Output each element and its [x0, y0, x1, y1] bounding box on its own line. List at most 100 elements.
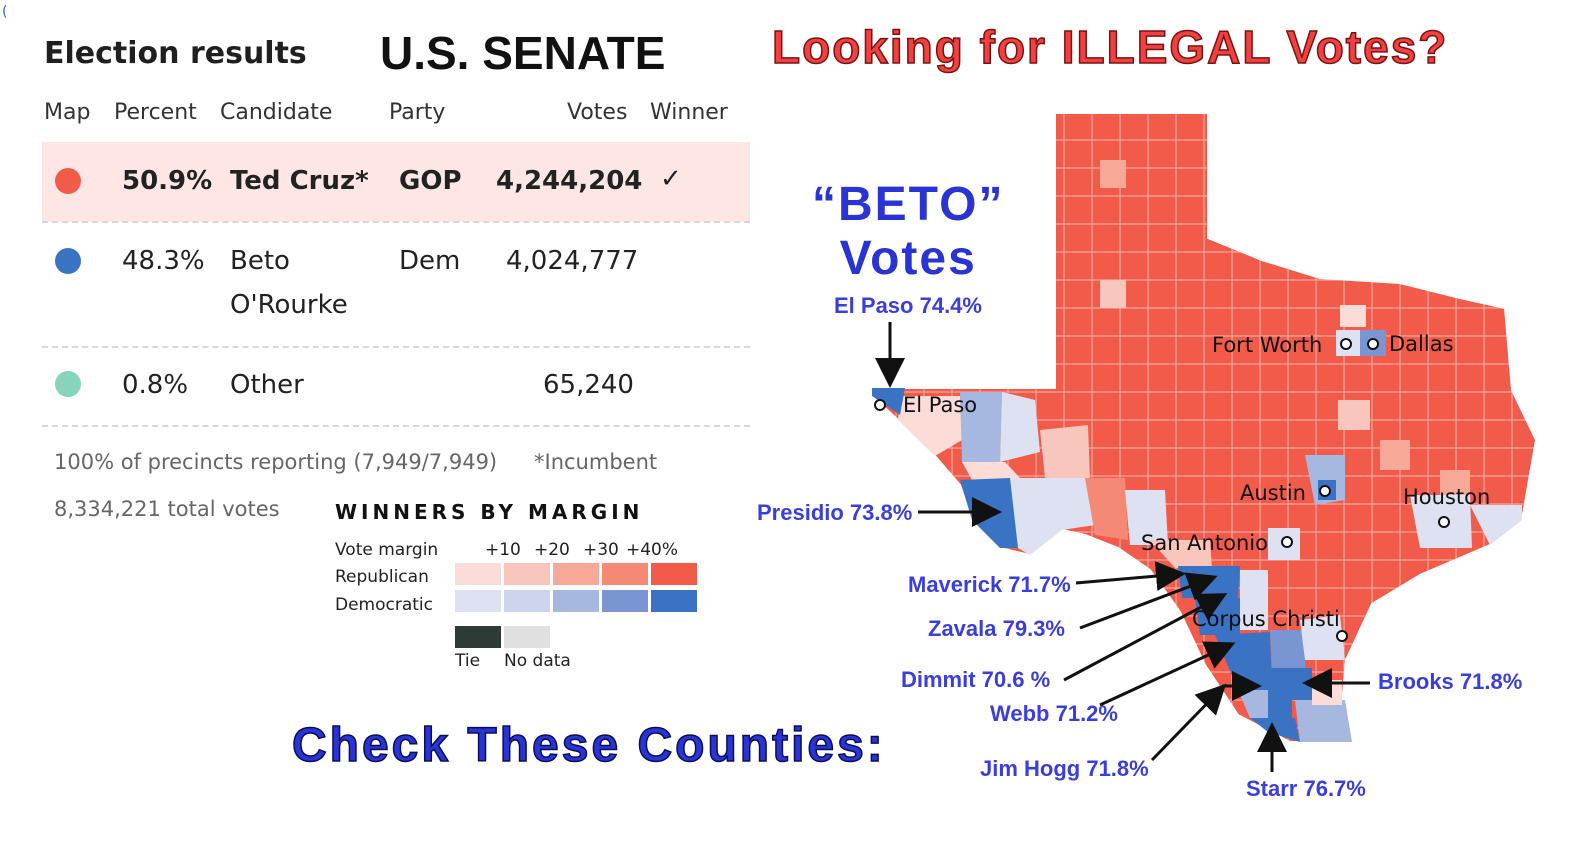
- candidate-color-dot: [55, 248, 81, 274]
- legend-swatch: [455, 590, 501, 612]
- legend-tick: +40%: [626, 540, 679, 560]
- votes-cell: 4,244,204: [496, 166, 643, 196]
- beto-title-line1: “BETO”: [812, 178, 1005, 231]
- legend-swatch: [602, 563, 648, 585]
- legend-swatch: [651, 590, 697, 612]
- callout-zavala: Zavala 79.3%: [928, 616, 1065, 641]
- county-light-rep: [1338, 400, 1370, 430]
- texas-outline: [871, 112, 1538, 743]
- city-label-austin: Austin: [1240, 481, 1306, 505]
- callout-presidio: Presidio 73.8%: [757, 500, 912, 525]
- county-maverick: [1178, 566, 1240, 598]
- percent-cell: 50.9%: [122, 166, 213, 196]
- county-light-dem: [1000, 392, 1040, 462]
- total-votes: 8,334,221 total votes: [54, 497, 280, 521]
- percent-cell: 48.3%: [122, 246, 205, 276]
- city-labels: El Paso Fort Worth Dallas Austin Houston…: [903, 332, 1490, 631]
- legend-nodata-label: No data: [504, 651, 571, 671]
- legend-swatch: [651, 563, 697, 585]
- county-dem: [1270, 630, 1305, 668]
- row-divider: [42, 425, 750, 427]
- headline: Looking for ILLEGAL Votes?: [771, 20, 1449, 74]
- county-hudspeth: [960, 392, 1002, 462]
- county-callouts: El Paso 74.4% Presidio 73.8% Maverick 71…: [757, 293, 1522, 801]
- callout-brooks: Brooks 71.8%: [1378, 669, 1522, 694]
- header-winner: Winner: [650, 100, 728, 125]
- candidate-cell: Beto: [230, 246, 290, 276]
- county-light-rep: [1380, 440, 1410, 470]
- legend-swatch: [504, 563, 550, 585]
- city-marker: [1319, 485, 1331, 497]
- header-party: Party: [389, 100, 446, 125]
- precincts-reporting: 100% of precincts reporting (7,949/7,949…: [54, 450, 498, 474]
- arrow-dimmit: [1063, 593, 1228, 682]
- county-rep: [1085, 478, 1128, 540]
- bottom-headline: Check These Counties:: [291, 718, 886, 773]
- city-marker: [1340, 338, 1352, 350]
- candidate-color-dot: [55, 168, 81, 194]
- votes-cell: 65,240: [543, 370, 634, 400]
- city-marker: [874, 399, 886, 411]
- city-label-el-paso: El Paso: [903, 393, 977, 417]
- county-light-dem: [1470, 505, 1522, 545]
- incumbent-note: *Incumbent: [534, 450, 658, 474]
- county-el-paso: [872, 388, 905, 415]
- county-jim-hogg: [1268, 668, 1292, 720]
- county-starr: [1250, 718, 1300, 742]
- panel-title: Election results: [44, 36, 307, 71]
- header-percent: Percent: [114, 100, 197, 125]
- city-label-fort-worth: Fort Worth: [1212, 333, 1322, 357]
- race-title: U.S. SENATE: [380, 27, 666, 79]
- beto-votes-title: “BETO” Votes: [812, 178, 1004, 286]
- legend-tick: +30: [583, 540, 619, 560]
- callout-el-paso: El Paso 74.4%: [834, 293, 982, 318]
- city-label-houston: Houston: [1403, 485, 1490, 509]
- county-light-rep: [1150, 540, 1212, 568]
- stray-parenthesis: (: [2, 4, 8, 20]
- county-hidalgo: [1295, 700, 1352, 742]
- winner-check-icon: ✓: [660, 164, 682, 194]
- arrow-webb: [1099, 641, 1236, 707]
- city-marker: [1336, 630, 1348, 642]
- header-candidate: Candidate: [220, 100, 333, 125]
- city-marker: [1438, 516, 1450, 528]
- legend-swatch: [602, 590, 648, 612]
- city-markers: [874, 338, 1450, 642]
- candidate-cell-line2: O'Rourke: [230, 290, 348, 320]
- legend-swatch: [553, 590, 599, 612]
- row-divider: [42, 346, 750, 348]
- row-divider: [42, 221, 750, 223]
- legend-title: WINNERS BY MARGIN: [335, 500, 644, 524]
- candidate-cell: Other: [230, 370, 304, 400]
- legend-swatch: [455, 563, 501, 585]
- city-label-dallas: Dallas: [1389, 332, 1454, 356]
- callout-arrows: [875, 322, 1370, 772]
- county-light-rep: [1440, 470, 1470, 495]
- county-light-rep: [1100, 280, 1126, 308]
- legend-rep-label: Republican: [335, 567, 429, 587]
- county-light-rep: [1100, 160, 1126, 188]
- callout-starr: Starr 76.7%: [1246, 776, 1366, 801]
- county-nueces: [1300, 615, 1345, 660]
- county-light-rep: [1340, 305, 1366, 327]
- arrow-zavala: [1079, 572, 1218, 630]
- county-light-rep: [1040, 425, 1090, 480]
- candidate-cell: Ted Cruz*: [230, 166, 369, 196]
- callout-dimmit: Dimmit 70.6 %: [901, 667, 1050, 692]
- city-marker: [1367, 338, 1379, 350]
- county-brewster: [1010, 478, 1095, 555]
- county-light-rep: [962, 462, 1020, 480]
- legend-swatch: [553, 563, 599, 585]
- legend-tick: +10: [485, 540, 521, 560]
- city-marker: [1281, 536, 1293, 548]
- arrow-maverick: [1075, 561, 1186, 592]
- party-cell: Dem: [399, 246, 461, 276]
- legend-tie-label: Tie: [455, 651, 481, 671]
- header-votes: Votes: [567, 100, 628, 125]
- legend-tie-swatch: [455, 626, 501, 648]
- county-light-rep: [898, 396, 962, 456]
- county-shading: [872, 160, 1522, 742]
- callout-maverick: Maverick 71.7%: [908, 572, 1071, 597]
- callout-jim-hogg: Jim Hogg 71.8%: [980, 756, 1149, 781]
